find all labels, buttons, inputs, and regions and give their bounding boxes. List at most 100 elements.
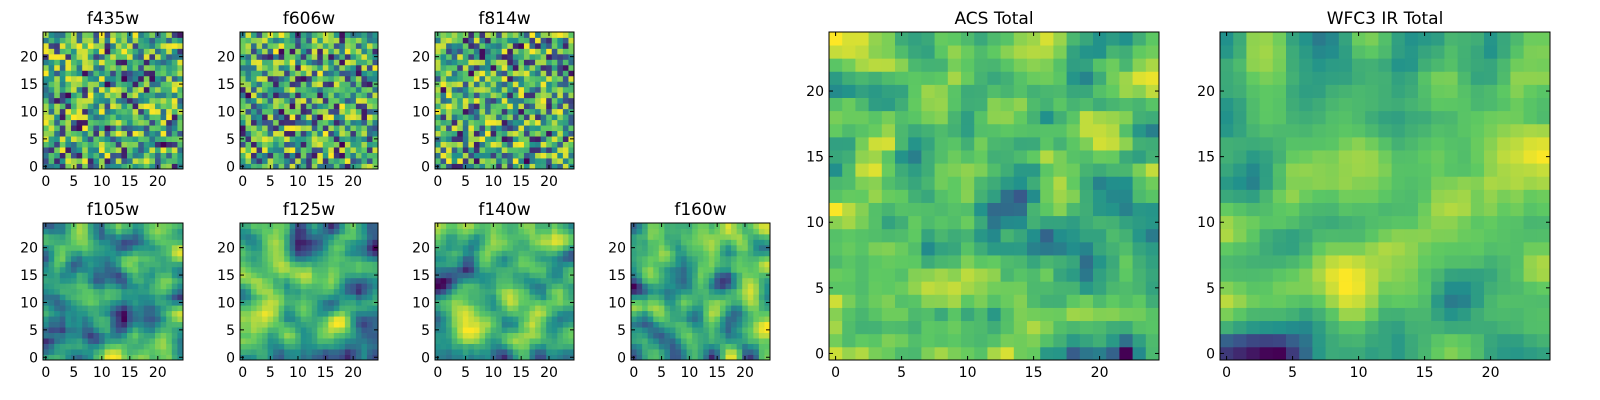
heatmap-cell	[440, 158, 447, 164]
heatmap-cell	[758, 277, 765, 284]
heatmap-cell	[166, 125, 173, 132]
heatmap-cell	[317, 163, 324, 170]
heatmap-cell	[451, 277, 458, 284]
heatmap-cell	[344, 255, 351, 262]
heatmap-cell	[132, 250, 139, 257]
heatmap-cell	[245, 316, 252, 323]
heatmap-cell	[546, 310, 553, 317]
heatmap-cell	[747, 321, 754, 328]
heatmap-cell	[54, 92, 61, 99]
heatmap-cell	[361, 277, 368, 284]
heatmap-cell	[76, 283, 83, 290]
heatmap-cell	[115, 343, 122, 350]
heatmap-cell	[535, 288, 542, 295]
heatmap-cell	[881, 281, 896, 295]
heatmap-cell	[166, 338, 173, 344]
heatmap-cell	[339, 86, 346, 93]
heatmap-cell	[501, 223, 508, 229]
heatmap-cell	[468, 283, 475, 290]
heatmap-cell	[251, 37, 257, 44]
heatmap-cell	[262, 37, 268, 44]
heatmap-cell	[457, 163, 464, 170]
heatmap-cell	[339, 108, 346, 115]
heatmap-cell	[115, 53, 122, 60]
heatmap-cell	[284, 158, 291, 164]
heatmap-cell	[333, 130, 340, 137]
heatmap-cell	[512, 75, 519, 82]
heatmap-cell	[273, 338, 280, 344]
heatmap-cell	[344, 152, 351, 159]
heatmap-cell	[333, 64, 340, 71]
heatmap-cell	[93, 316, 100, 323]
heatmap-cell	[262, 75, 268, 82]
heatmap-cell	[300, 97, 307, 104]
heatmap-cell	[317, 316, 324, 323]
heatmap-cell	[457, 59, 464, 66]
heatmap-cell	[256, 81, 263, 88]
heatmap-cell	[642, 255, 649, 262]
heatmap-cell	[501, 354, 508, 361]
heatmap-cell	[160, 92, 167, 99]
heatmap-cell	[256, 97, 263, 104]
heatmap-cell	[485, 53, 491, 60]
heatmap-cell	[692, 223, 699, 229]
heatmap-cell	[339, 316, 346, 323]
heatmap-cell	[636, 223, 643, 229]
heatmap-cell	[262, 233, 268, 240]
heatmap-cell	[333, 228, 340, 235]
heatmap-cell	[747, 244, 754, 251]
heatmap-cell	[725, 266, 732, 273]
heatmap-cell	[372, 97, 379, 104]
heatmap-cell	[468, 103, 475, 110]
heatmap-cell	[742, 255, 749, 262]
heatmap-cell	[273, 32, 280, 38]
heatmap-cell	[317, 86, 324, 93]
heatmap-cell	[868, 294, 883, 308]
heatmap-cell	[562, 136, 569, 142]
heatmap-cell	[529, 299, 536, 306]
heatmap-cell	[333, 233, 340, 240]
heatmap-cell	[1000, 163, 1015, 177]
heatmap-cell	[457, 108, 464, 115]
heatmap-cell	[518, 266, 525, 273]
heatmap-cell	[908, 255, 922, 269]
heatmap-cell	[1132, 307, 1147, 322]
heatmap-cell	[529, 70, 536, 77]
heatmap-cell	[328, 108, 335, 115]
heatmap-cell	[256, 283, 263, 290]
heatmap-cell	[71, 299, 77, 306]
heatmap-cell	[132, 316, 139, 323]
heatmap-cell	[462, 97, 469, 104]
heatmap-cell	[311, 272, 318, 279]
heatmap-cell	[262, 283, 268, 290]
y-tick-label: 10	[412, 104, 430, 120]
heatmap-cell	[1145, 163, 1160, 177]
heatmap-cell	[697, 349, 704, 355]
heatmap-cell	[155, 158, 161, 164]
heatmap-cell	[262, 97, 268, 104]
heatmap-cell	[703, 294, 710, 301]
heatmap-cell	[485, 64, 491, 71]
heatmap-cell	[479, 32, 486, 38]
heatmap-cell	[155, 92, 161, 99]
heatmap-cell	[361, 223, 368, 229]
heatmap-cell	[256, 354, 263, 361]
heatmap-cell	[132, 272, 139, 279]
heatmap-cell	[501, 277, 508, 284]
heatmap-cell	[245, 42, 252, 49]
heatmap-cell	[507, 75, 514, 82]
heatmap-cell	[535, 343, 542, 350]
heatmap-cell	[350, 130, 357, 137]
heatmap-cell	[71, 261, 77, 268]
heatmap-cell	[479, 152, 486, 159]
x-tick-label: 5	[69, 365, 78, 381]
heatmap-cell	[507, 239, 514, 246]
heatmap-cell	[177, 283, 184, 290]
heatmap-cell	[240, 64, 246, 71]
heatmap-cell	[262, 327, 268, 333]
heatmap-cell	[76, 59, 83, 66]
heatmap-cell	[127, 75, 133, 82]
heatmap-cell	[104, 92, 111, 99]
heatmap-cell	[708, 255, 715, 262]
heatmap-cell	[166, 310, 173, 317]
